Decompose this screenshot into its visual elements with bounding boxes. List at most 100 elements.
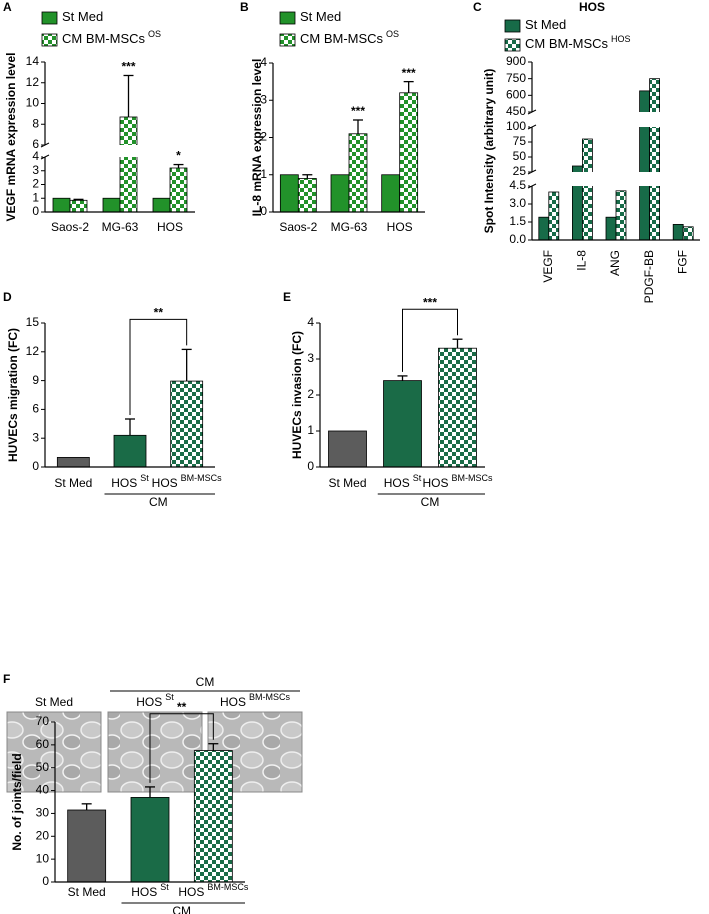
group-label: CM — [172, 904, 191, 914]
bar — [56, 456, 90, 468]
x-tick-label-main: MG-63 — [331, 220, 368, 234]
x-tick-label-sup: St — [160, 882, 169, 892]
bar — [52, 197, 71, 213]
comparison-bracket — [129, 318, 188, 415]
comparison-bracket — [402, 308, 458, 372]
y-tick-label: 50 — [36, 760, 50, 774]
bar — [193, 750, 233, 883]
micrograph-label-sup: St — [165, 692, 174, 702]
legend-label-main: CM BM-MSCs — [62, 31, 146, 46]
legend-swatch — [41, 33, 58, 47]
break-mark — [527, 183, 537, 189]
legend-label: CM BM-MSCs OS — [300, 29, 399, 46]
y-tick-label: 2 — [32, 177, 39, 191]
legend-swatch — [504, 38, 521, 52]
y-tick-label: 0 — [32, 459, 39, 473]
micrograph-label-main: St Med — [35, 695, 73, 709]
panel-letter: D — [3, 290, 12, 304]
y-tick-label: 9 — [32, 373, 39, 387]
x-tick-label-main: HOS — [387, 220, 413, 234]
legend-label: CM BM-MSCs OS — [62, 29, 161, 46]
bar — [330, 174, 350, 213]
x-tick-label-main: St Med — [54, 476, 92, 490]
x-tick-label: HOS St — [384, 473, 422, 490]
legend-label: CM BM-MSCs HOS — [525, 34, 631, 51]
x-tick-label: HOS BM-MSCs — [178, 882, 249, 899]
legend-label: St Med — [62, 9, 103, 24]
y-tick-label: 2 — [260, 130, 267, 144]
break-mark — [40, 154, 50, 160]
panel-letter: C — [473, 0, 482, 14]
bar — [582, 138, 593, 241]
y-tick-label: 10 — [36, 851, 50, 865]
legend-swatch — [504, 19, 521, 33]
y-tick-label: 1 — [32, 190, 39, 204]
x-tick-label: PDGF-BB — [642, 250, 656, 303]
legend-swatch — [279, 11, 296, 25]
panel-letter: A — [3, 0, 12, 14]
bar — [170, 380, 204, 468]
y-axis-label: VEGF mRNA expression level — [4, 53, 18, 222]
micrograph — [6, 711, 102, 793]
y-tick-label: 4 — [260, 55, 267, 69]
x-tick-label: HOS — [157, 220, 183, 234]
x-tick-label: IL-8 — [575, 250, 589, 271]
bar — [169, 167, 188, 213]
x-tick-label-sup: BM-MSCs — [181, 473, 222, 483]
bar — [119, 116, 138, 213]
axis-break — [530, 112, 700, 127]
y-tick-label: 0 — [260, 204, 267, 218]
y-tick-label: 3 — [32, 163, 39, 177]
x-tick-label: Saos-2 — [51, 220, 89, 234]
chart-title: HOS — [579, 0, 605, 14]
bar — [67, 809, 107, 883]
x-tick-label: FGF — [675, 250, 689, 274]
y-tick-label: 12 — [26, 75, 40, 89]
legend-label: St Med — [300, 9, 341, 24]
y-tick-label: 20 — [36, 828, 50, 842]
y-axis-label: HUVECs migration (FC) — [6, 328, 20, 462]
y-axis-label: HUVECs invasion (FC) — [290, 331, 304, 459]
bar — [605, 216, 617, 241]
x-tick-label-main: MG-63 — [102, 220, 139, 234]
y-tick-label: 2 — [307, 387, 314, 401]
bar — [113, 434, 147, 468]
x-tick-label: MG-63 — [102, 220, 139, 234]
legend-label-main: St Med — [62, 9, 103, 24]
comparison-label: *** — [423, 295, 437, 309]
legend-label-main: St Med — [300, 9, 341, 24]
x-tick-label: Saos-2 — [279, 220, 317, 234]
x-tick-label-main: HOS — [422, 476, 448, 490]
legend-label-sup: OS — [386, 29, 399, 39]
micrograph — [107, 711, 203, 793]
x-tick-label-main: HOS — [157, 220, 183, 234]
x-tick-label-sup: St — [413, 473, 422, 483]
bar — [548, 191, 560, 241]
y-tick-label: 0 — [42, 874, 49, 888]
y-tick-label: 3 — [307, 351, 314, 365]
y-tick-label: 15 — [26, 315, 40, 329]
axis-break — [43, 145, 195, 157]
x-tick-label: St Med — [328, 476, 366, 490]
legend-label: St Med — [525, 17, 566, 32]
bar — [383, 380, 422, 468]
legend-swatch — [279, 33, 296, 47]
bar — [102, 197, 121, 213]
comparison-bracket — [149, 713, 214, 783]
significance: *** — [121, 60, 135, 74]
panel-letter: B — [240, 0, 249, 14]
y-tick-label: 14 — [26, 54, 40, 68]
y-tick-label: 75 — [513, 134, 527, 148]
break-mark — [527, 109, 537, 115]
group-label: CM — [149, 495, 168, 509]
micrograph-label: St Med — [35, 695, 73, 709]
bar — [649, 78, 660, 241]
legend-label-main: CM BM-MSCs — [300, 31, 384, 46]
y-axis-label: IL-8 mRNA expression level — [250, 59, 264, 217]
y-tick-label: 8 — [32, 116, 39, 130]
micrographs — [6, 711, 303, 793]
x-tick-label: ANG — [608, 250, 622, 276]
group-label: CM — [421, 495, 440, 509]
y-axis-label: No. of joints/field — [10, 753, 24, 850]
x-tick-label: St Med — [68, 885, 106, 899]
